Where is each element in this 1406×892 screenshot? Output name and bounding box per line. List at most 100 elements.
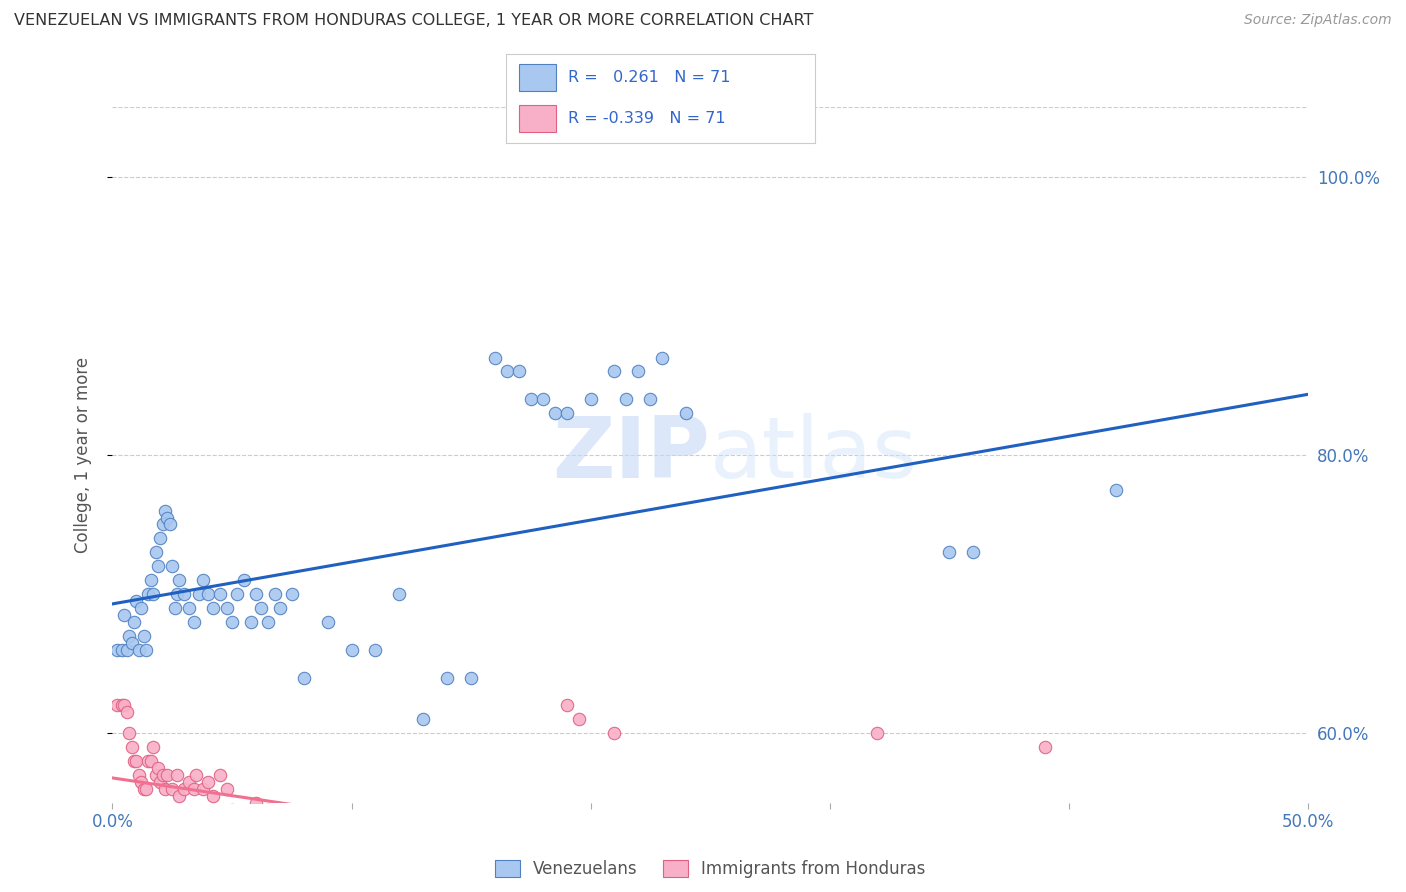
Point <box>142 740 165 755</box>
Point <box>484 351 506 365</box>
Point <box>245 587 267 601</box>
Point <box>603 364 626 378</box>
Text: R = -0.339   N = 71: R = -0.339 N = 71 <box>568 112 725 126</box>
Point <box>472 880 495 892</box>
Point <box>208 768 231 782</box>
Text: atlas: atlas <box>710 413 918 497</box>
Point <box>201 601 224 615</box>
Point <box>292 838 315 852</box>
Point <box>281 587 304 601</box>
Point <box>1033 740 1056 755</box>
Point <box>281 838 304 852</box>
Point <box>146 559 169 574</box>
Point <box>115 706 138 720</box>
Point <box>208 587 231 601</box>
Point <box>232 573 256 587</box>
Point <box>412 712 434 726</box>
Point <box>675 406 697 420</box>
Point <box>627 880 650 892</box>
Point <box>111 698 134 713</box>
Point <box>520 392 543 407</box>
Point <box>153 503 176 517</box>
Point <box>149 532 172 546</box>
Point <box>162 559 183 574</box>
Text: ZIP: ZIP <box>553 413 710 497</box>
Point <box>138 754 160 768</box>
Point <box>139 573 162 587</box>
Point <box>638 392 662 407</box>
Point <box>603 726 626 740</box>
Point <box>156 768 179 782</box>
Point <box>132 781 155 796</box>
Point <box>217 781 239 796</box>
Point <box>269 823 291 838</box>
Point <box>257 615 280 629</box>
Point <box>122 754 145 768</box>
Point <box>579 880 602 892</box>
Point <box>169 573 191 587</box>
Point <box>866 726 889 740</box>
Bar <box>519 105 555 132</box>
Point <box>328 838 352 852</box>
Point <box>316 851 339 865</box>
Point <box>173 587 195 601</box>
Point <box>115 642 138 657</box>
Point <box>114 698 135 713</box>
Point <box>129 601 152 615</box>
Point <box>152 768 174 782</box>
Point <box>264 810 287 824</box>
Point <box>436 671 458 685</box>
Point <box>460 880 482 892</box>
Point <box>579 392 602 407</box>
Point <box>614 392 637 407</box>
Point <box>388 865 411 880</box>
Point <box>316 615 339 629</box>
Point <box>125 594 148 608</box>
Point <box>269 601 291 615</box>
Point <box>304 851 326 865</box>
Point <box>627 364 650 378</box>
Point <box>132 629 155 643</box>
Point <box>651 351 673 365</box>
Point <box>240 816 263 830</box>
Point <box>364 642 387 657</box>
Point <box>436 858 458 872</box>
Point <box>128 768 150 782</box>
Point <box>508 880 530 892</box>
Point <box>135 642 157 657</box>
Point <box>187 587 209 601</box>
Point <box>177 601 200 615</box>
Point <box>139 754 162 768</box>
Point <box>163 601 186 615</box>
Point <box>166 587 188 601</box>
Text: Source: ZipAtlas.com: Source: ZipAtlas.com <box>1244 13 1392 28</box>
Legend: Venezuelans, Immigrants from Honduras: Venezuelans, Immigrants from Honduras <box>488 854 932 885</box>
Point <box>177 775 200 789</box>
Point <box>340 642 363 657</box>
Point <box>555 406 578 420</box>
Point <box>531 392 554 407</box>
Point <box>496 364 519 378</box>
Point <box>166 768 188 782</box>
Point <box>114 607 135 622</box>
Text: VENEZUELAN VS IMMIGRANTS FROM HONDURAS COLLEGE, 1 YEAR OR MORE CORRELATION CHART: VENEZUELAN VS IMMIGRANTS FROM HONDURAS C… <box>14 13 814 29</box>
Point <box>186 768 208 782</box>
Point <box>121 740 143 755</box>
Point <box>962 545 984 559</box>
Point <box>142 587 165 601</box>
Point <box>183 781 205 796</box>
Point <box>173 781 195 796</box>
Point <box>197 587 219 601</box>
Point <box>1105 483 1128 497</box>
Point <box>257 803 280 817</box>
Point <box>138 587 160 601</box>
Point <box>149 775 172 789</box>
Point <box>162 781 183 796</box>
Y-axis label: College, 1 year or more: College, 1 year or more <box>73 357 91 553</box>
Point <box>145 768 167 782</box>
Point <box>567 712 591 726</box>
Point <box>221 803 243 817</box>
Point <box>412 865 434 880</box>
Point <box>240 615 263 629</box>
Point <box>122 615 145 629</box>
